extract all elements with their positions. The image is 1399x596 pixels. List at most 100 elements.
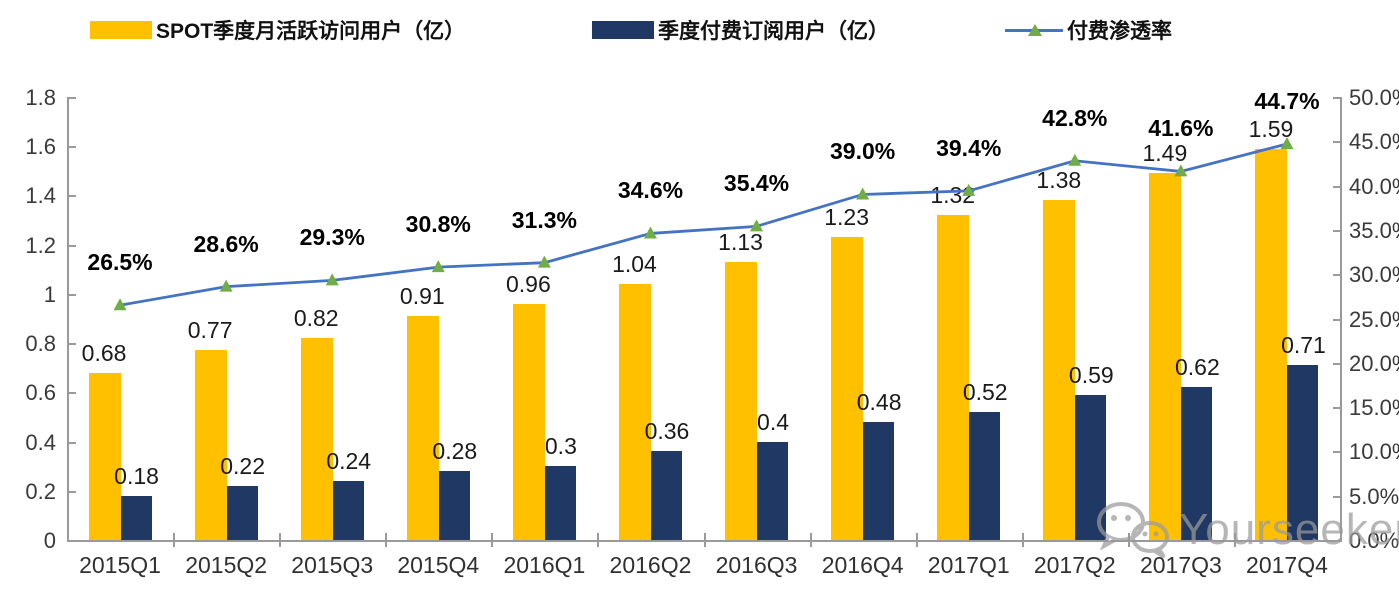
triangle-marker	[219, 279, 233, 292]
x-tick-label: 2016Q3	[715, 552, 798, 578]
y-left-tick	[69, 540, 76, 542]
bar-value-label-subscribers: 0.36	[644, 418, 690, 445]
bar-subscribers	[332, 480, 364, 540]
bar-value-label-subscribers: 0.62	[1174, 354, 1220, 381]
y-right-tick	[1333, 141, 1340, 144]
y-left-tick	[69, 195, 76, 198]
x-tick-label: 2017Q2	[1033, 552, 1116, 578]
legend-item-subscribers: 季度付费订阅用户（亿）	[592, 14, 889, 46]
x-tick-label: 2015Q2	[185, 552, 268, 578]
triangle-marker	[537, 255, 551, 268]
bar-subscribers	[438, 471, 470, 540]
y-right-tick	[1333, 362, 1340, 365]
bar-value-label-mau: 1.49	[1142, 140, 1188, 167]
penetration-rate-label: 35.4%	[723, 170, 790, 197]
x-boundary-tick	[1021, 533, 1024, 547]
y-right-tick	[1333, 318, 1340, 321]
y-right-tick	[1333, 407, 1340, 410]
y-right-tick-label: 40.0%	[1349, 173, 1399, 199]
legend-line-marker-icon	[1005, 21, 1063, 39]
bar-subscribers	[544, 466, 576, 540]
penetration-rate-label: 39.4%	[936, 134, 1002, 161]
bar-mau	[618, 284, 651, 540]
legend-label-mau: SPOT季度月活跃访问用户（亿）	[156, 20, 466, 43]
x-tick-label: 2017Q4	[1246, 552, 1328, 578]
y-left-tick-label: 1.8	[25, 85, 56, 110]
y-right-tick-label: 0.0%	[1349, 528, 1399, 553]
legend-label-penetration: 付费渗透率	[1067, 20, 1172, 43]
bar-value-label-mau: 1.32	[930, 182, 976, 209]
x-tick-label: 2016Q2	[609, 552, 692, 578]
bar-value-label-mau: 0.82	[293, 305, 339, 332]
bar-value-label-subscribers: 0.3	[544, 433, 577, 460]
bar-mau	[88, 372, 121, 540]
bar-value-label-subscribers: 0.52	[962, 379, 1008, 406]
x-tick-label: 2015Q3	[291, 552, 374, 578]
penetration-rate-label: 42.8%	[1042, 104, 1108, 131]
watermark-text: Yourseeker	[1179, 505, 1399, 554]
bar-value-label-subscribers: 0.59	[1068, 361, 1114, 388]
bar-value-label-mau: 0.77	[187, 317, 233, 344]
y-axis-right	[1340, 97, 1342, 540]
legend-swatch-subscribers	[592, 21, 654, 39]
y-left-tick-label: 0.2	[25, 478, 56, 504]
y-right-tick-label: 45.0%	[1349, 129, 1399, 155]
y-right-tick-label: 25.0%	[1349, 306, 1399, 332]
penetration-rate-label: 26.5%	[87, 249, 153, 276]
bar-value-label-subscribers: 0.22	[220, 452, 266, 479]
y-right-tick	[1333, 495, 1340, 498]
y-right-tick-label: 50.0%	[1349, 85, 1399, 110]
bar-value-label-subscribers: 0.24	[326, 447, 372, 474]
bar-subscribers	[1287, 365, 1319, 540]
triangle-marker	[643, 226, 657, 239]
bar-mau	[194, 350, 227, 540]
bar-subscribers	[863, 421, 895, 540]
y-left-tick	[69, 146, 76, 149]
y-left-tick-label: 1.4	[25, 183, 56, 209]
y-right-tick	[1333, 97, 1340, 99]
y-right-tick-label: 30.0%	[1349, 262, 1399, 288]
penetration-rate-label: 30.8%	[405, 211, 471, 238]
x-boundary-tick	[279, 533, 282, 547]
y-right-tick	[1333, 540, 1340, 542]
penetration-rate-label: 41.6%	[1148, 115, 1214, 142]
y-left-tick	[69, 490, 76, 493]
y-left-tick-label: 1.2	[25, 232, 56, 258]
bar-subscribers	[1181, 387, 1213, 540]
bar-value-label-mau: 1.04	[612, 251, 657, 278]
x-tick-label: 2015Q4	[397, 552, 480, 578]
y-left-tick-label: 0	[43, 528, 56, 553]
y-left-tick	[69, 97, 76, 99]
triangle-marker	[113, 298, 127, 311]
penetration-line	[119, 142, 1288, 307]
y-left-tick-label: 0.4	[25, 429, 56, 455]
penetration-rate-label: 34.6%	[617, 177, 684, 204]
y-right-tick	[1333, 229, 1340, 232]
penetration-rate-label: 44.7%	[1254, 87, 1320, 114]
triangle-marker	[1068, 153, 1082, 166]
y-left-tick	[69, 293, 76, 296]
bar-mau	[725, 261, 758, 540]
bar-subscribers	[757, 441, 789, 540]
y-left-tick-label: 0.8	[25, 331, 56, 357]
x-boundary-tick	[173, 533, 176, 547]
bar-subscribers	[226, 485, 258, 540]
penetration-rate-label: 39.0%	[830, 138, 896, 165]
x-tick-label: 2015Q1	[79, 552, 161, 578]
triangle-marker	[856, 187, 870, 200]
bar-value-label-subscribers: 0.48	[856, 388, 902, 415]
bar-value-label-subscribers: 0.28	[432, 438, 478, 465]
watermark: Yourseeker	[1095, 495, 1399, 565]
bar-subscribers	[120, 495, 152, 540]
bar-value-label-subscribers: 0.4	[757, 408, 790, 435]
y-right-tick	[1333, 185, 1340, 188]
y-right-tick-label: 5.0%	[1349, 483, 1399, 509]
bar-value-label-subscribers: 0.18	[114, 462, 159, 489]
bar-subscribers	[969, 412, 1001, 540]
x-boundary-tick	[703, 533, 706, 547]
bar-mau	[937, 215, 970, 540]
bar-value-label-mau: 1.38	[1036, 167, 1082, 194]
x-tick-label: 2016Q1	[503, 552, 586, 578]
y-left-tick	[69, 441, 76, 444]
